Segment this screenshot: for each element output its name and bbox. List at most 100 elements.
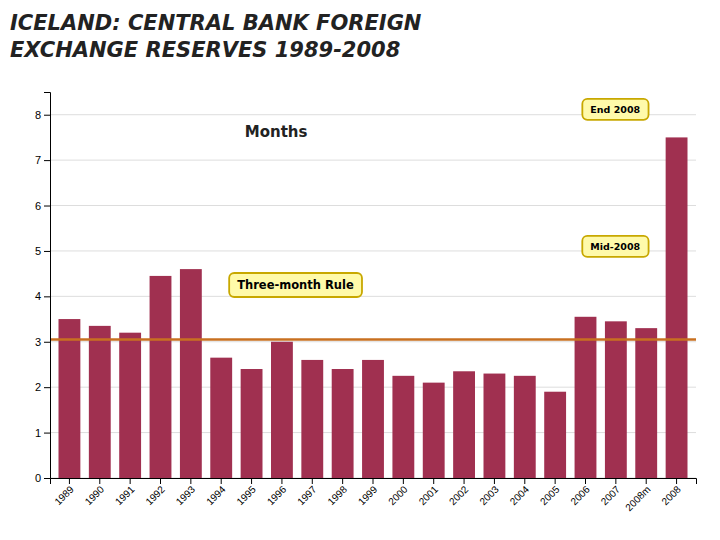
tick-mark xyxy=(585,478,586,484)
bar xyxy=(89,326,111,478)
bar xyxy=(150,276,172,478)
y-axis: 012345678 xyxy=(35,93,51,485)
tick-mark xyxy=(44,296,50,297)
annotation: Mid-2008 xyxy=(582,236,648,257)
grid-line xyxy=(50,341,696,342)
annotation-box xyxy=(582,99,648,120)
tick: 2000 xyxy=(386,478,410,507)
tick-label: 1994 xyxy=(204,483,228,507)
tick-label: 1999 xyxy=(356,483,380,507)
bar xyxy=(544,392,566,478)
bar xyxy=(271,342,293,478)
tick: 1999 xyxy=(356,478,380,507)
tick-label: 1990 xyxy=(83,483,107,507)
annotation-text: End 2008 xyxy=(590,104,640,115)
tick-label: 2006 xyxy=(568,483,592,507)
annotation-box xyxy=(582,236,648,257)
tick-mark xyxy=(494,478,495,484)
tick-mark xyxy=(646,478,647,484)
tick-label: 1991 xyxy=(113,483,137,507)
tick: 2005 xyxy=(538,478,562,507)
bar xyxy=(119,333,141,478)
tick: 2001 xyxy=(417,478,441,507)
tick-mark xyxy=(221,478,222,484)
tick: 1994 xyxy=(204,478,228,507)
tick: 6 xyxy=(35,200,50,212)
axis-line xyxy=(44,93,51,479)
tick-mark xyxy=(464,478,465,484)
tick: 1992 xyxy=(143,478,167,507)
tick: 2008m xyxy=(623,478,652,513)
bar xyxy=(423,383,445,478)
tick-mark xyxy=(373,478,374,484)
bar xyxy=(635,328,657,478)
tick-mark xyxy=(44,478,50,479)
tick-mark xyxy=(190,478,191,484)
x-axis: 1989199019911992199319941995199619971998… xyxy=(51,478,697,513)
tick: 2007 xyxy=(599,478,623,507)
bar xyxy=(301,360,323,478)
tick: 1998 xyxy=(325,478,349,507)
plot: 0123456781989199019911992199319941995199… xyxy=(35,93,697,514)
title: EXCHANGE RESERVES 1989-2008 xyxy=(10,38,400,62)
tick-label: 1996 xyxy=(265,483,289,507)
tick-mark xyxy=(342,478,343,484)
bar xyxy=(605,321,627,478)
bar xyxy=(180,269,202,478)
chart: ICELAND: CENTRAL BANK FOREIGN EXCHANGE RE… xyxy=(0,0,720,540)
tick-mark xyxy=(524,478,525,484)
reference-line xyxy=(50,338,696,341)
tick-label: 2005 xyxy=(538,483,562,507)
tick-mark xyxy=(160,478,161,484)
tick-label: 1993 xyxy=(174,483,198,507)
bar xyxy=(392,376,414,478)
tick: 2002 xyxy=(447,478,471,507)
tick: 0 xyxy=(35,472,50,484)
tick-label: 2 xyxy=(35,381,41,393)
bar xyxy=(332,369,354,478)
bar xyxy=(484,374,506,478)
tick-mark xyxy=(433,478,434,484)
marks xyxy=(50,137,696,478)
bar xyxy=(210,358,232,478)
tick: 8 xyxy=(35,109,50,121)
bar xyxy=(514,376,536,478)
tick: 1989 xyxy=(52,478,76,507)
tick-mark xyxy=(69,478,70,484)
tick-label: 6 xyxy=(35,200,41,212)
tick: 1993 xyxy=(174,478,198,507)
tick-mark xyxy=(251,478,252,484)
title: ICELAND: CENTRAL BANK FOREIGN xyxy=(10,11,422,35)
tick: 1996 xyxy=(265,478,289,507)
annotation-text: Mid-2008 xyxy=(590,241,640,252)
grid xyxy=(50,115,696,478)
tick-mark xyxy=(312,478,313,484)
tick-label: 1995 xyxy=(234,483,258,507)
tick: 1 xyxy=(35,427,50,439)
tick-label: 2001 xyxy=(417,483,441,507)
tick: 1990 xyxy=(83,478,107,507)
annotation: End 2008 xyxy=(582,99,648,120)
bar xyxy=(241,369,263,478)
bar xyxy=(453,371,475,478)
tick-mark xyxy=(130,478,131,484)
tick: 2003 xyxy=(477,478,501,507)
annotation-text: Three-month Rule xyxy=(237,278,354,292)
tick-mark xyxy=(44,342,50,343)
tick-mark xyxy=(676,478,677,484)
tick-label: 2004 xyxy=(508,483,532,507)
tick-label: 1998 xyxy=(325,483,349,507)
tick-mark xyxy=(44,433,50,434)
tick-mark xyxy=(44,115,50,116)
tick: 2006 xyxy=(568,478,592,507)
tick: 2008 xyxy=(659,478,683,507)
bar xyxy=(575,317,597,478)
tick-mark xyxy=(44,251,50,252)
tick-label: 2008 xyxy=(659,483,683,507)
bar xyxy=(666,137,688,478)
tick: 7 xyxy=(35,154,50,166)
grid-line xyxy=(50,160,696,161)
tick-mark xyxy=(281,478,282,484)
bar xyxy=(362,360,384,478)
tick-mark xyxy=(44,387,50,388)
